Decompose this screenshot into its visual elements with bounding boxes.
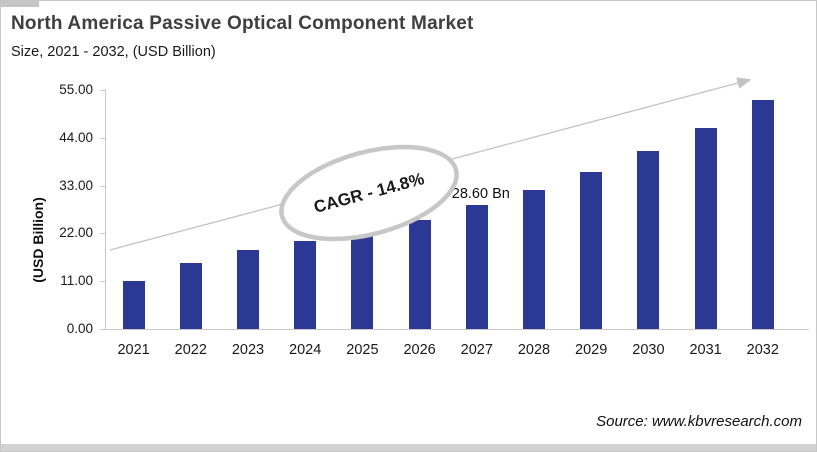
- chart-subtitle: Size, 2021 - 2032, (USD Billion): [11, 44, 216, 60]
- x-tick-label-2026: 2026: [403, 342, 436, 358]
- x-tick-label-2030: 2030: [632, 342, 665, 358]
- bar-2021: [122, 280, 145, 329]
- x-tick-label-2031: 2031: [689, 342, 722, 358]
- y-tick-label: 22.00: [59, 225, 93, 241]
- bar-2028: [523, 189, 545, 329]
- x-tick-label-2032: 2032: [746, 342, 779, 358]
- bar-2030: [637, 150, 660, 329]
- bar-2023: [237, 250, 259, 329]
- y-axis-tick: [100, 137, 105, 139]
- y-tick-label: 44.00: [59, 129, 93, 145]
- y-axis-tick: [100, 233, 105, 235]
- bar-2031: [694, 127, 717, 329]
- x-tick-label-2028: 2028: [517, 342, 551, 358]
- data-point-label: 28.60 Bn: [451, 185, 510, 202]
- bar-2029: [580, 171, 603, 329]
- y-axis-line: [105, 89, 106, 329]
- y-axis-tick: [100, 185, 105, 187]
- x-tick-label-2022: 2022: [174, 342, 207, 358]
- window-edge-artifact: [1, 1, 39, 7]
- bar-2022: [179, 262, 202, 329]
- bar-2025: [351, 231, 374, 329]
- bar-2026: [408, 219, 431, 329]
- bar-2027: [465, 204, 488, 329]
- x-axis-line: [105, 329, 809, 330]
- source-attribution: Source: www.kbvresearch.com: [596, 413, 802, 430]
- y-tick-label: 55.00: [59, 82, 93, 97]
- bar-2024: [294, 241, 317, 329]
- y-axis-tick: [100, 281, 105, 283]
- y-tick-label: 11.00: [60, 273, 93, 289]
- x-tick-label-2023: 2023: [231, 342, 265, 358]
- y-axis-tick: [100, 90, 105, 91]
- x-tick-label-2027: 2027: [460, 342, 493, 358]
- cagr-label: CAGR - 14.8%: [312, 169, 426, 217]
- y-tick-label: 0.00: [66, 321, 93, 336]
- x-tick-label-2029: 2029: [575, 342, 608, 358]
- y-axis-tick: [100, 329, 105, 330]
- y-tick-label: 33.00: [59, 177, 93, 193]
- bar-2032: [751, 100, 774, 329]
- x-tick-label-2025: 2025: [346, 342, 379, 358]
- chart-title: North America Passive Optical Component …: [11, 13, 474, 34]
- x-tick-label-2024: 2024: [289, 342, 322, 358]
- x-tick-label-2021: 2021: [117, 342, 150, 358]
- window-bottom-edge: [1, 444, 816, 451]
